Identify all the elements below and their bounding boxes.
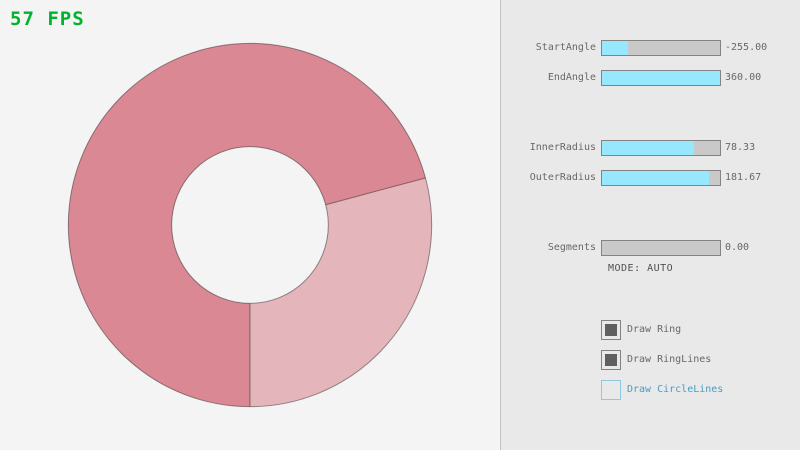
end-angle-label: EndAngle <box>547 72 596 83</box>
draw-ringlines-checkbox-label: Draw RingLines <box>627 354 712 365</box>
slider-row-outer-radius: OuterRadius 181.67 <box>501 170 800 186</box>
ring-canvas <box>67 42 433 408</box>
segments-slider[interactable] <box>601 240 721 256</box>
end-angle-slider-fill <box>602 71 720 85</box>
outer-radius-slider-fill <box>602 171 710 185</box>
draw-ringlines-checkbox[interactable] <box>601 350 621 370</box>
start-angle-slider[interactable] <box>601 40 721 56</box>
outer-radius-value: 181.67 <box>725 172 762 183</box>
start-angle-label: StartAngle <box>535 42 596 53</box>
slider-row-segments: Segments 0.00 <box>501 240 800 256</box>
segments-label: Segments <box>547 242 596 253</box>
inner-radius-value: 78.33 <box>725 142 756 153</box>
start-angle-slider-fill <box>602 41 628 55</box>
slider-row-inner-radius: InnerRadius 78.33 <box>501 140 800 156</box>
ring-end-edge-line <box>325 177 426 206</box>
ring-outlines <box>67 42 433 408</box>
outer-radius-slider[interactable] <box>601 170 721 186</box>
segments-value: 0.00 <box>725 242 750 253</box>
end-angle-value: 360.00 <box>725 72 762 83</box>
inner-radius-slider[interactable] <box>601 140 721 156</box>
outer-radius-label: OuterRadius <box>529 172 596 183</box>
draw-circlelines-checkbox[interactable] <box>601 380 621 400</box>
inner-radius-slider-fill <box>602 141 695 155</box>
ring-inner-outline <box>171 146 329 304</box>
draw-ring-checkbox-label: Draw Ring <box>627 324 682 335</box>
slider-row-end-angle: EndAngle 360.00 <box>501 70 800 86</box>
ring-overlap-fill <box>68 43 426 407</box>
ring-outer-outline <box>67 42 433 408</box>
draw-ring-checkbox[interactable] <box>601 320 621 340</box>
segments-mode-text: MODE: AUTO <box>608 263 674 274</box>
slider-row-start-angle: StartAngle -255.00 <box>501 40 800 56</box>
controls-panel: StartAngle -255.00 EndAngle 360.00 Inner… <box>500 0 800 450</box>
start-angle-value: -255.00 <box>725 42 768 53</box>
draw-circlelines-checkbox-label: Draw CircleLines <box>627 384 724 395</box>
fps-counter: 57 FPS <box>10 8 85 30</box>
ring-base-fill <box>68 43 432 407</box>
inner-radius-label: InnerRadius <box>529 142 596 153</box>
end-angle-slider[interactable] <box>601 70 721 86</box>
